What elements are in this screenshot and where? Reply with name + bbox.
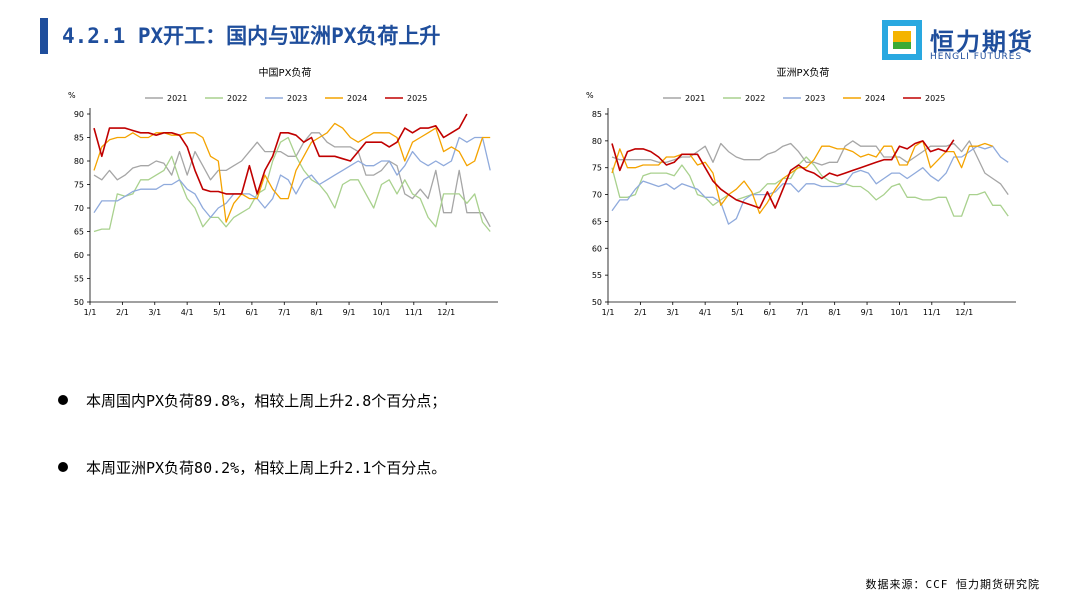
x-tick-label: 8/1 xyxy=(310,308,323,317)
x-tick-label: 1/1 xyxy=(602,308,615,317)
y-tick-label: 85 xyxy=(592,110,602,119)
x-tick-label: 2/1 xyxy=(116,308,129,317)
bullet-dot-icon xyxy=(58,462,68,472)
chart-title: 中国PX负荷 xyxy=(259,66,312,79)
y-tick-label: 80 xyxy=(74,157,84,166)
x-tick-label: 3/1 xyxy=(148,308,161,317)
y-tick-label: 70 xyxy=(74,204,84,213)
bullet-text: 本周亚洲PX负荷80.2%，相较上周上升2.1个百分点。 xyxy=(86,459,447,477)
series-line-2024 xyxy=(611,140,993,215)
y-tick-label: 90 xyxy=(74,110,84,119)
legend-label-2022: 2022 xyxy=(745,94,765,103)
y-tick-label: 55 xyxy=(74,275,84,284)
x-tick-label: 8/1 xyxy=(828,308,841,317)
series-line-2022 xyxy=(93,136,491,233)
logo-name: 恒力期货 xyxy=(930,28,1034,56)
y-tick-label: 50 xyxy=(74,298,84,307)
legend-label-2024: 2024 xyxy=(347,94,367,103)
chart-china-px: 中国PX负荷% 2021 2022 2023 2024 2025 50 55 60 65 70 75 8… xyxy=(50,64,520,326)
bullet-text: 本周国内PX负荷89.8%，相较上周上升2.8个百分点； xyxy=(86,392,447,410)
x-tick-label: 2/1 xyxy=(634,308,647,317)
x-tick-label: 4/1 xyxy=(181,308,194,317)
x-tick-label: 5/1 xyxy=(731,308,744,317)
y-tick-label: 60 xyxy=(74,251,84,260)
y-axis-label: % xyxy=(68,91,76,100)
chart-china-svg: 中国PX负荷% 2021 2022 2023 2024 2025 50 55 60 65 70 75 8… xyxy=(68,66,498,317)
y-tick-label: 75 xyxy=(592,164,602,173)
x-tick-label: 6/1 xyxy=(763,308,776,317)
series-line-2023 xyxy=(611,145,1009,225)
series-line-2022 xyxy=(611,156,1009,217)
y-tick-label: 80 xyxy=(592,137,602,146)
bullet-dot-icon xyxy=(58,395,68,405)
series-line-2025 xyxy=(611,139,955,209)
data-source: 数据来源：CCF 恒力期货研究院 xyxy=(865,578,1040,591)
x-tick-label: 5/1 xyxy=(213,308,226,317)
logo-mark-icon xyxy=(882,20,922,60)
y-tick-label: 50 xyxy=(592,298,602,307)
bullet-item: 本周国内PX负荷89.8%，相较上周上升2.8个百分点； xyxy=(58,390,446,411)
legend-label-2022: 2022 xyxy=(227,94,247,103)
x-tick-label: 12/1 xyxy=(955,308,973,317)
y-tick-label: 65 xyxy=(592,217,602,226)
chart-asia-svg: 亚洲PX负荷% 2021 2022 2023 2024 2025 50 55 60 65 70 75 8… xyxy=(586,66,1016,317)
x-tick-label: 4/1 xyxy=(699,308,712,317)
y-tick-label: 70 xyxy=(592,191,602,200)
x-tick-label: 11/1 xyxy=(405,308,423,317)
page-title: 4.2.1 PX开工：国内与亚洲PX负荷上升 xyxy=(62,24,441,48)
legend-label-2021: 2021 xyxy=(685,94,705,103)
company-logo: 恒力期货 HENGLI FUTURES xyxy=(882,20,1062,64)
legend-label-2023: 2023 xyxy=(805,94,825,103)
y-tick-label: 85 xyxy=(74,134,84,143)
legend-label-2025: 2025 xyxy=(407,94,427,103)
x-tick-label: 10/1 xyxy=(372,308,390,317)
x-tick-label: 7/1 xyxy=(278,308,291,317)
x-tick-label: 11/1 xyxy=(923,308,941,317)
legend-label-2023: 2023 xyxy=(287,94,307,103)
y-tick-label: 65 xyxy=(74,228,84,237)
legend-label-2021: 2021 xyxy=(167,94,187,103)
x-tick-label: 9/1 xyxy=(861,308,874,317)
y-axis-label: % xyxy=(586,91,594,100)
y-tick-label: 55 xyxy=(592,271,602,280)
x-tick-label: 9/1 xyxy=(343,308,356,317)
legend-label-2025: 2025 xyxy=(925,94,945,103)
series-line-2024 xyxy=(93,122,491,223)
y-tick-label: 60 xyxy=(592,244,602,253)
bullet-item: 本周亚洲PX负荷80.2%，相较上周上升2.1个百分点。 xyxy=(58,457,446,478)
series-line-2021 xyxy=(93,132,491,228)
logo-subtitle: HENGLI FUTURES xyxy=(930,52,1023,62)
x-tick-label: 1/1 xyxy=(84,308,97,317)
x-tick-label: 7/1 xyxy=(796,308,809,317)
title-accent-bar xyxy=(40,18,48,54)
summary-bullets: 本周国内PX负荷89.8%，相较上周上升2.8个百分点； 本周亚洲PX负荷80.… xyxy=(58,390,446,524)
legend-label-2024: 2024 xyxy=(865,94,885,103)
chart-asia-px: 亚洲PX负荷% 2021 2022 2023 2024 2025 50 55 60 65 70 75 8… xyxy=(568,64,1038,326)
x-tick-label: 6/1 xyxy=(245,308,258,317)
x-tick-label: 3/1 xyxy=(666,308,679,317)
series-line-2025 xyxy=(93,113,468,195)
chart-title: 亚洲PX负荷 xyxy=(777,66,830,79)
x-tick-label: 10/1 xyxy=(890,308,908,317)
y-tick-label: 75 xyxy=(74,181,84,190)
x-tick-label: 12/1 xyxy=(437,308,455,317)
